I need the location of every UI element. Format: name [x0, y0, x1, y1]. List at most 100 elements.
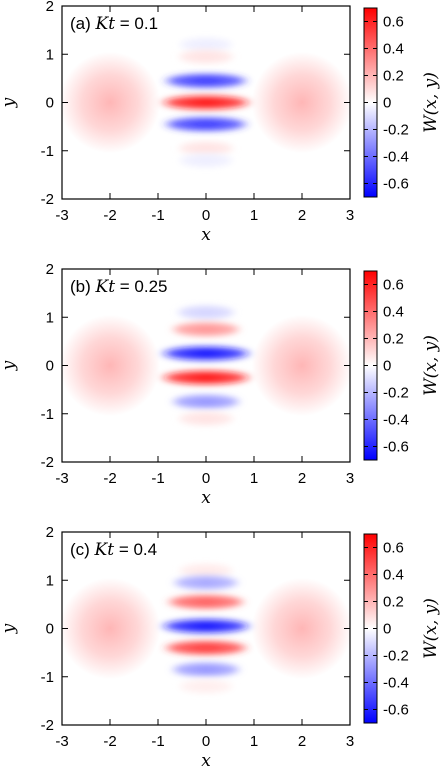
x-tick-label: 0 — [202, 470, 210, 487]
y-tick-label: -1 — [41, 406, 54, 423]
fringe — [157, 617, 255, 635]
fringe — [157, 345, 255, 362]
x-tick-label: 2 — [298, 470, 306, 487]
colorbar-tick-label: 0.6 — [383, 277, 404, 294]
y-tick-label: -2 — [41, 454, 54, 471]
x-tick-label: -3 — [55, 207, 68, 224]
y-tick-label: -2 — [41, 717, 54, 734]
x-tick-label: -1 — [151, 733, 164, 750]
fringe — [167, 661, 245, 678]
y-axis-label: y — [0, 623, 19, 634]
x-tick-label: 1 — [250, 470, 258, 487]
x-tick-label: -3 — [55, 733, 68, 750]
fringe — [175, 152, 237, 169]
y-tick-label: -1 — [41, 669, 54, 686]
fringe — [157, 94, 255, 111]
fringe — [167, 393, 245, 410]
colorbar-tick-label: 0.4 — [383, 567, 404, 584]
fringe — [160, 116, 252, 133]
colorbar-tick-label: 0.2 — [383, 68, 404, 85]
colorbar-tick-label: -0.4 — [383, 412, 409, 429]
x-tick-label: 0 — [202, 733, 210, 750]
wigner-map — [62, 6, 350, 199]
colorbar-tick-label: 0 — [383, 95, 391, 112]
fringe — [160, 72, 252, 89]
x-tick-label: -3 — [55, 470, 68, 487]
lobe — [62, 51, 161, 154]
y-tick-label: 1 — [46, 309, 54, 326]
x-tick-label: 2 — [298, 733, 306, 750]
fringe — [157, 369, 255, 386]
colorbar-tick-label: 0.4 — [383, 304, 404, 321]
lobe — [62, 314, 161, 417]
fringe — [175, 562, 237, 579]
x-axis-label: x — [201, 225, 211, 245]
x-tick-label: 3 — [346, 207, 354, 224]
fringe — [175, 678, 237, 695]
x-axis-label: x — [201, 751, 211, 771]
x-tick-label: 0 — [202, 207, 210, 224]
colorbar-tick-label: -0.6 — [383, 439, 409, 456]
colorbar-label: W(x, y) — [421, 598, 441, 659]
panel-title: (c) Kt = 0.4 — [70, 540, 157, 560]
y-tick-label: 2 — [46, 0, 54, 15]
colorbar-tick-label: 0.6 — [383, 540, 404, 557]
x-tick-label: -1 — [151, 470, 164, 487]
colorbar-tick-label: 0.4 — [383, 41, 404, 58]
y-tick-label: 0 — [46, 95, 54, 112]
x-tick-label: 3 — [346, 733, 354, 750]
x-tick-label: -2 — [103, 207, 116, 224]
wigner-map — [62, 269, 350, 462]
x-tick-label: 1 — [250, 733, 258, 750]
y-tick-label: 0 — [46, 358, 54, 375]
colorbar-label: W(x, y) — [421, 335, 441, 396]
y-tick-label: 1 — [46, 46, 54, 63]
colorbar-tick-label: 0.6 — [383, 14, 404, 31]
colorbar-label: W(x, y) — [421, 72, 441, 133]
fringe — [167, 321, 245, 338]
fringe — [174, 48, 238, 65]
fringe — [169, 574, 243, 591]
y-tick-label: 0 — [46, 621, 54, 638]
y-tick-label: 1 — [46, 572, 54, 589]
colorbar-tick-label: 0 — [383, 358, 391, 375]
y-tick-label: 2 — [46, 524, 54, 541]
colorbar-tick-label: 0.2 — [383, 594, 404, 611]
x-tick-label: 2 — [298, 207, 306, 224]
x-tick-label: -1 — [151, 207, 164, 224]
lobe — [251, 577, 350, 680]
y-tick-label: -2 — [41, 191, 54, 208]
x-tick-label: -2 — [103, 733, 116, 750]
x-tick-label: -2 — [103, 470, 116, 487]
panel-title: (a) Kt = 0.1 — [70, 14, 158, 34]
colorbar-tick-label: -0.6 — [383, 702, 409, 719]
x-tick-label: 1 — [250, 207, 258, 224]
lobe — [251, 51, 350, 154]
fringe — [175, 36, 237, 53]
colorbar-tick-label: -0.6 — [383, 176, 409, 193]
fringe — [174, 410, 238, 427]
lobe — [62, 577, 161, 680]
x-tick-label: 3 — [346, 470, 354, 487]
colorbar-tick-label: -0.2 — [383, 122, 409, 139]
colorbar-tick-label: -0.2 — [383, 648, 409, 665]
colorbar-tick-label: -0.2 — [383, 385, 409, 402]
colorbar-tick-label: 0 — [383, 621, 391, 638]
panel-title: (b) Kt = 0.25 — [70, 277, 168, 297]
fringe — [173, 304, 239, 321]
y-tick-label: 2 — [46, 261, 54, 278]
x-axis-label: x — [201, 488, 211, 508]
colorbar-tick-label: -0.4 — [383, 149, 409, 166]
fringe — [163, 593, 249, 611]
y-tick-label: -1 — [41, 143, 54, 160]
wigner-map — [62, 532, 350, 725]
fringe — [160, 639, 252, 657]
colorbar-tick-label: -0.4 — [383, 675, 409, 692]
fringe — [174, 140, 238, 157]
colorbar-tick-label: 0.2 — [383, 331, 404, 348]
